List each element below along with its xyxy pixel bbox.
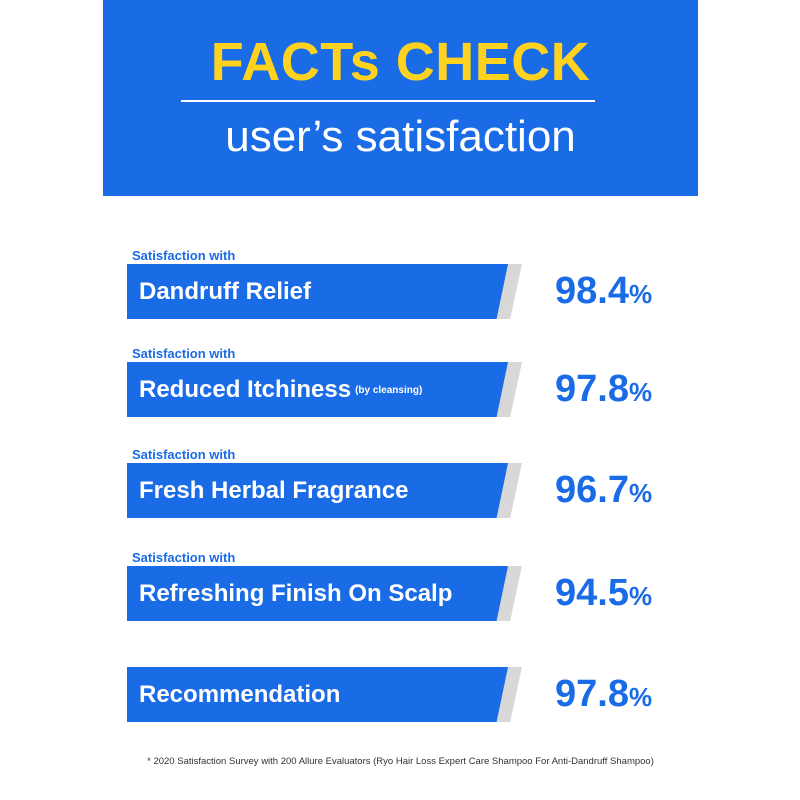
stat-label: Fresh Herbal Fragrance [139,463,408,518]
stat-label-text: Fresh Herbal Fragrance [139,477,409,504]
stat-row-fresh-herbal-fragrance: Satisfaction with Fresh Herbal Fragrance… [103,447,698,537]
stat-label-text: Recommendation [139,681,341,708]
stat-caption: Satisfaction with [132,248,236,263]
stat-unit: % [628,682,653,712]
stat-bar: Refreshing Finish On Scalp [127,566,522,621]
stat-percentage: 98.4% [555,264,652,319]
stat-caption: Satisfaction with [132,346,236,361]
stat-percentage: 97.8% [555,362,652,417]
stat-bar: Recommendation [127,667,522,722]
header-banner: FACTs CHECK user’s satisfaction [103,0,698,196]
stat-label-note: (by cleansing) [355,385,423,397]
stat-percentage: 97.8% [555,667,652,722]
stat-value: 96.7 [555,469,629,511]
stat-unit: % [628,581,653,611]
stat-label: Reduced Itchiness (by cleansing) [139,362,422,417]
stat-unit: % [628,279,653,309]
stat-bar-fill [127,667,508,722]
stat-value: 97.8 [555,368,629,410]
stat-row-dandruff-relief: Satisfaction with Dandruff Relief 98.4% [103,248,698,338]
stat-label-text: Dandruff Relief [139,278,312,305]
stat-unit: % [628,377,653,407]
stat-bar: Reduced Itchiness (by cleansing) [127,362,522,417]
title-divider [181,100,595,102]
stat-bar-fill [127,463,508,518]
page-subtitle: user’s satisfaction [225,112,576,161]
stat-bar-fill [127,362,508,417]
infographic-card: FACTs CHECK user’s satisfaction Satisfac… [103,0,698,800]
stat-label: Refreshing Finish On Scalp [139,566,452,621]
stat-label: Recommendation [139,667,340,722]
stat-label: Dandruff Relief [139,264,311,319]
stat-label-text: Reduced Itchiness [139,376,352,403]
stat-bar: Fresh Herbal Fragrance [127,463,522,518]
stat-bar-fill [127,264,508,319]
page-title: FACTs CHECK [210,32,591,92]
stat-caption: Satisfaction with [132,550,236,565]
stat-label-text: Refreshing Finish On Scalp [139,580,453,607]
stat-row-reduced-itchiness: Satisfaction with Reduced Itchiness (by c… [103,346,698,436]
stat-caption: Satisfaction with [132,447,236,462]
stat-value: 94.5 [555,572,629,614]
stat-bar-fill [127,566,508,621]
stat-row-refreshing-finish: Satisfaction with Refreshing Finish On S… [103,550,698,640]
stat-percentage: 96.7% [555,463,652,518]
stat-unit: % [628,478,653,508]
stat-value: 97.8 [555,673,629,715]
stat-bar: Dandruff Relief [127,264,522,319]
survey-footnote: * 2020 Satisfaction Survey with 200 Allu… [147,756,654,767]
stat-value: 98.4 [555,270,629,312]
stat-percentage: 94.5% [555,566,652,621]
stat-row-recommendation: Recommendation 97.8% [103,651,698,741]
